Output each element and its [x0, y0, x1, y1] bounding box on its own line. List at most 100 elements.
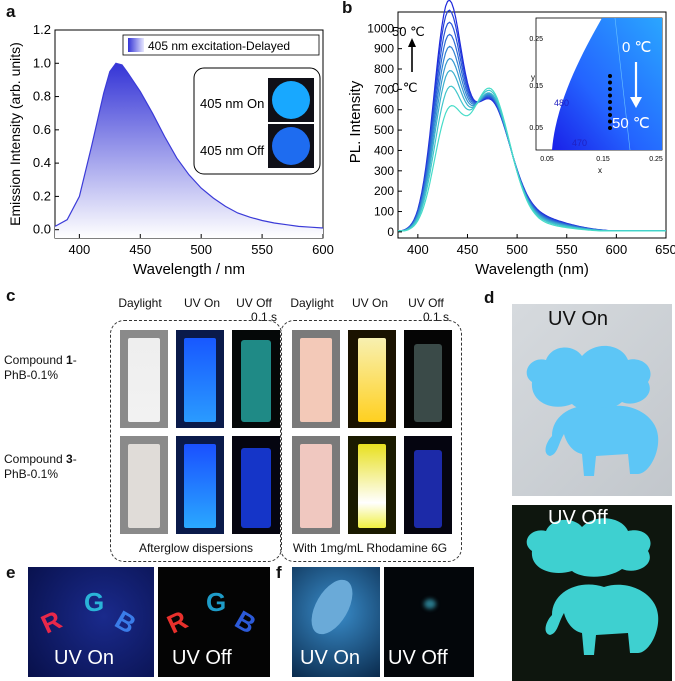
- elephant-shape-off: [545, 584, 659, 655]
- a-xtick-label: 600: [312, 242, 334, 257]
- a-xtick-label: 500: [190, 242, 212, 257]
- cie-ytick: 0.05: [529, 125, 543, 132]
- cie-dot: [608, 87, 612, 91]
- cie-dot: [608, 74, 612, 78]
- col-uvon-2: UV On: [351, 296, 388, 310]
- b-xtick-label: 650: [655, 242, 675, 257]
- vial-uvon-rh-1: [348, 330, 396, 428]
- vial-daylight-rh-2: [292, 436, 340, 534]
- row2-num: 3: [66, 452, 73, 466]
- label-50c: 50 ℃: [392, 24, 425, 39]
- b-ytick-label: 600: [374, 103, 394, 117]
- row2-line2: PhB-0.1%: [4, 467, 59, 481]
- panel-b-chart: 400 450 500 550 600 650 0 100 200 300 400 500 600 70…: [347, 0, 675, 278]
- label-0c: 0 ℃: [392, 80, 417, 95]
- e-uvoff-text: UV Off: [172, 647, 232, 669]
- b-ytick-label: 400: [374, 143, 394, 157]
- f-uvon-text: UV On: [300, 647, 361, 669]
- caption-afterglow: Afterglow dispersions: [138, 541, 254, 555]
- b-xtick-label: 600: [606, 242, 628, 257]
- col-uvon-1: UV On: [183, 296, 220, 310]
- panel-b-frame: [397, 11, 667, 239]
- b-ytick-label: 300: [374, 164, 394, 178]
- cloud-shape-off: [526, 518, 651, 577]
- panel-label-d: d: [484, 288, 495, 307]
- a-xtick-label: 450: [129, 242, 151, 257]
- b-ytick-label: 900: [374, 42, 394, 56]
- a-ytick-label: 0.8: [33, 89, 51, 104]
- row2-compound: Compound: [4, 452, 67, 466]
- panel-a-area: [55, 63, 323, 238]
- cie-dot: [608, 126, 612, 130]
- cie-ytick: 0.25: [529, 36, 543, 43]
- row1-label: Compound 1- PhB-0.1%: [4, 353, 77, 383]
- cie-line: [614, 17, 631, 151]
- b-ytick-label: 1000: [367, 21, 394, 35]
- group-afterglow: [110, 320, 282, 562]
- b-ytick-label: 100: [374, 205, 394, 219]
- cie-dot: [608, 106, 612, 111]
- a-xtick-label: 400: [69, 242, 91, 257]
- cie-dot: [608, 93, 612, 98]
- col-daylight-2: Daylight: [290, 296, 334, 310]
- b-xtick-label: 400: [407, 242, 429, 257]
- letter-g-off: G: [206, 587, 227, 617]
- inset-off-dot: [272, 127, 310, 165]
- b-xtick-label: 450: [457, 242, 479, 257]
- letter-b-on: B: [110, 604, 142, 640]
- cie-wl-480: 480: [554, 98, 569, 108]
- panel-b-xlabel: Wavelength (nm): [475, 261, 589, 278]
- col-uvoff-2: UV Off: [408, 296, 444, 310]
- vial-uvoff-1: [232, 330, 280, 428]
- b-series-line: [398, 87, 666, 232]
- group-rhodamine: [280, 320, 462, 562]
- vial-daylight-2: [120, 436, 168, 534]
- cie-region: [552, 18, 662, 150]
- b-xtick-label: 550: [556, 242, 578, 257]
- e-uvon-text: UV On: [54, 647, 115, 669]
- inset-on-label: 405 nm On: [200, 96, 264, 111]
- cie-ytick: 0.15: [529, 83, 543, 90]
- vial-daylight-1: [120, 330, 168, 428]
- panel-a-chart: 400 450 500 550 600 0.0 0.2 0.4 0.6 0.8 1.0 1.2 Wa…: [7, 22, 334, 278]
- panel-label-c: c: [6, 286, 16, 305]
- cie-dot: [608, 80, 612, 85]
- vial-uvon-rh-2: [348, 436, 396, 534]
- letter-r-on: R: [36, 604, 67, 640]
- a-ytick-label: 0.4: [33, 155, 51, 170]
- elephant-shape-on: [545, 405, 659, 476]
- panel-a-legend-box: [122, 34, 320, 56]
- caption-rhodamine: With 1mg/mL Rhodamine 6G: [292, 541, 448, 555]
- cie-wl-470: 470: [572, 138, 587, 148]
- panel-a-legend-text: 405 nm excitation-Delayed: [148, 39, 290, 53]
- panel-label-b: b: [342, 0, 353, 17]
- b-ytick-label: 500: [374, 123, 394, 137]
- row1-suffix: -: [72, 353, 77, 367]
- cie-ylabel: y: [531, 73, 535, 82]
- col-daylight-1: Daylight: [118, 296, 162, 310]
- inset-on-dot: [272, 81, 310, 119]
- inset-off-label: 405 nm Off: [200, 143, 264, 158]
- cie-temp-cold: 0 ℃: [622, 39, 651, 56]
- photo-f-uvoff: UV Off: [384, 567, 474, 677]
- vial-uvon-2: [176, 436, 224, 534]
- vial-uvon-1: [176, 330, 224, 428]
- a-ytick-label: 1.0: [33, 55, 51, 70]
- a-ytick-label: 0.2: [33, 188, 51, 203]
- a-ytick-label: 1.2: [33, 22, 51, 37]
- photo-d-uvon: UV On: [512, 304, 672, 496]
- vial-daylight-rh-1: [292, 330, 340, 428]
- b-ytick-label: 200: [374, 184, 394, 198]
- col-uvoff-1: UV Off: [236, 296, 272, 310]
- vial-uvoff-2: [232, 436, 280, 534]
- panel-a-curve: [54, 62, 324, 229]
- letter-g-on: G: [84, 587, 105, 617]
- cloud-shape-on: [526, 345, 651, 412]
- f-uvoff-text: UV Off: [388, 647, 448, 669]
- letter-r-off: R: [162, 604, 193, 640]
- row1-line2: PhB-0.1%: [4, 368, 59, 382]
- panel-label-e: e: [6, 563, 16, 582]
- b-ytick-label: 700: [374, 82, 394, 96]
- row2-suffix: -: [72, 452, 77, 466]
- d-uvon-text: UV On: [548, 308, 609, 330]
